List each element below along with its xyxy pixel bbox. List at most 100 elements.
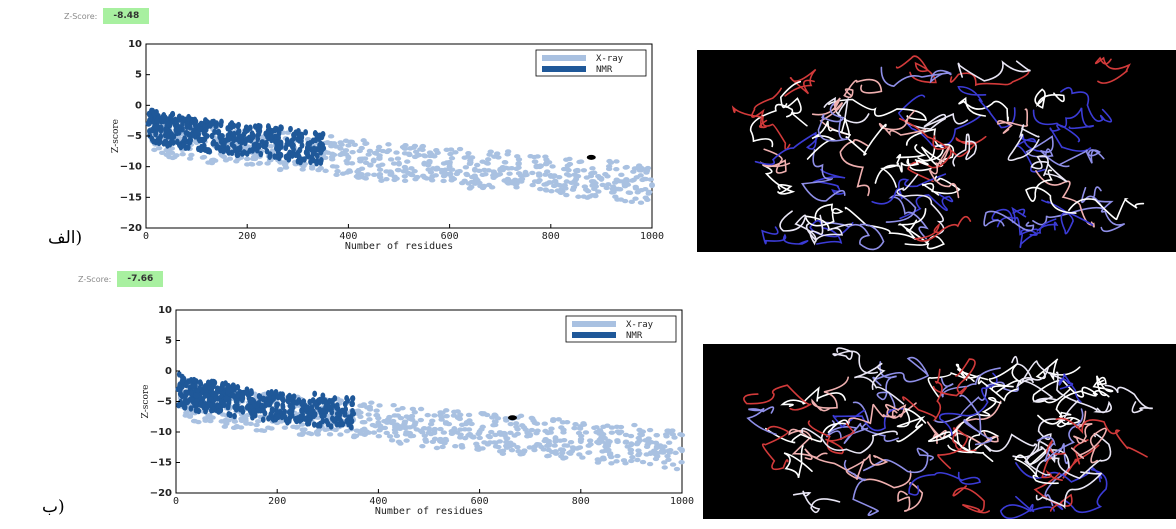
xray-point [537,186,544,192]
xray-point [592,180,599,186]
xray-point [666,450,673,455]
xray-point [355,167,363,173]
xray-point [348,161,356,166]
nmr-point [248,398,255,405]
nmr-point [197,136,203,144]
nmr-point [177,390,183,398]
xray-point [422,154,429,159]
xray-point [474,444,481,449]
xray-point [329,164,337,169]
xray-point [577,159,585,164]
xray-point [633,441,641,447]
nmr-point [221,141,227,148]
nmr-point [269,133,274,140]
nmr-point [291,399,296,407]
xray-point [508,165,515,171]
xray-point [371,172,378,177]
xray-point [630,169,637,174]
nmr-point [260,416,266,423]
xray-point [476,180,483,186]
x-tick-label: 600 [471,496,489,507]
xray-point [479,172,486,178]
xray-point [577,433,585,439]
xray-point [555,417,562,422]
nmr-point [236,146,242,153]
nmr-point [203,133,210,139]
xray-point [531,179,539,184]
xray-point [362,141,369,147]
xray-point [548,426,555,431]
xray-point [530,418,537,423]
xray-point [233,159,240,164]
xray-point [264,161,271,166]
nmr-point [245,126,251,133]
xray-point [400,422,407,429]
legend-entry: X-ray [596,54,624,64]
xray-point [337,432,344,437]
xray-point [377,175,384,180]
xray-point [188,152,195,158]
nmr-point [248,388,254,395]
xray-point [595,189,602,194]
xray-point [427,421,435,427]
xray-point [465,181,472,186]
xray-point [163,147,170,153]
xray-point [375,433,383,439]
xray-point [479,446,486,451]
xray-point [356,156,364,161]
y-tick-label: 5 [165,336,172,347]
xray-point [484,157,492,162]
xray-point [401,164,409,170]
xray-point [244,162,251,167]
nmr-point [256,142,262,150]
xray-point [254,419,262,424]
xray-point [463,419,471,425]
xray-point [253,428,260,433]
x-tick-label: 200 [268,496,286,507]
xray-point [412,149,420,154]
nmr-point [319,407,326,414]
xray-point [419,443,426,449]
xray-point [465,412,473,418]
xray-point [473,162,481,168]
nmr-point [154,108,159,116]
xray-point [222,158,230,163]
xray-point [587,442,594,447]
xray-point [391,427,399,433]
nmr-point [165,142,170,149]
xray-point [352,433,360,439]
xray-point [158,150,166,156]
xray-point [417,417,425,423]
nmr-point [232,412,237,420]
xray-point [456,146,464,152]
nmr-point [185,115,191,122]
xray-point [409,406,417,412]
xray-point [462,165,470,170]
xray-point [520,449,528,454]
nmr-point [175,386,182,393]
xray-point [630,177,637,183]
x-axis-label: Number of residues [375,506,483,517]
nmr-point [214,141,219,149]
nmr-point [235,128,241,136]
y-tick-label: −10 [120,162,142,173]
nmr-point [335,405,341,413]
nmr-point [276,128,282,136]
nmr-point [299,399,305,407]
xray-point [405,151,413,156]
xray-point [556,183,564,188]
nmr-point [233,398,240,405]
nmr-point [219,118,224,126]
xray-point [486,152,493,157]
xray-point [563,172,571,177]
xray-point [665,440,673,445]
xray-point [426,160,433,165]
xray-point [476,435,483,441]
nmr-point [342,400,348,408]
xray-point [598,175,605,182]
xray-point [575,445,583,451]
xray-point [242,418,249,424]
xray-point [569,187,577,192]
xray-point [378,178,385,183]
